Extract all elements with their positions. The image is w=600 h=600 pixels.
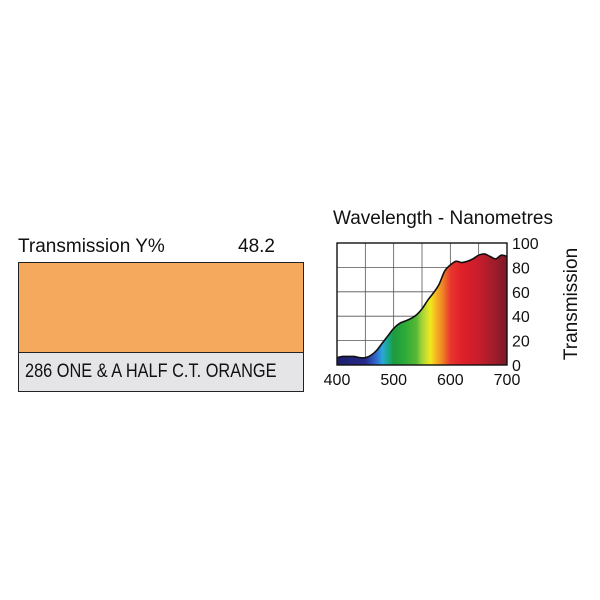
y-tick-label: 60 bbox=[512, 285, 530, 302]
transmission-value: 48.2 bbox=[238, 236, 275, 257]
plot-frame bbox=[336, 242, 508, 366]
color-swatch bbox=[18, 262, 304, 352]
transmission-curve bbox=[336, 253, 508, 359]
x-tick-label: 700 bbox=[494, 372, 521, 389]
transmission-label: Transmission Y% bbox=[18, 236, 165, 257]
y-tick-label: 40 bbox=[512, 309, 530, 326]
x-tick-label: 600 bbox=[437, 372, 464, 389]
y-tick-label: 100 bbox=[512, 236, 539, 253]
x-tick-label: 400 bbox=[324, 372, 351, 389]
y-tick-label: 20 bbox=[512, 334, 530, 351]
x-tick-label: 500 bbox=[380, 372, 407, 389]
chart-title: Wavelength - Nanometres bbox=[333, 208, 553, 229]
filter-name-box: 286 ONE & A HALF C.T. ORANGE bbox=[18, 352, 304, 392]
y-tick-label: 0 bbox=[512, 358, 521, 375]
filter-name: 286 ONE & A HALF C.T. ORANGE bbox=[25, 361, 277, 382]
y-axis-label: Transmission bbox=[561, 248, 582, 360]
y-tick-label: 80 bbox=[512, 260, 530, 277]
